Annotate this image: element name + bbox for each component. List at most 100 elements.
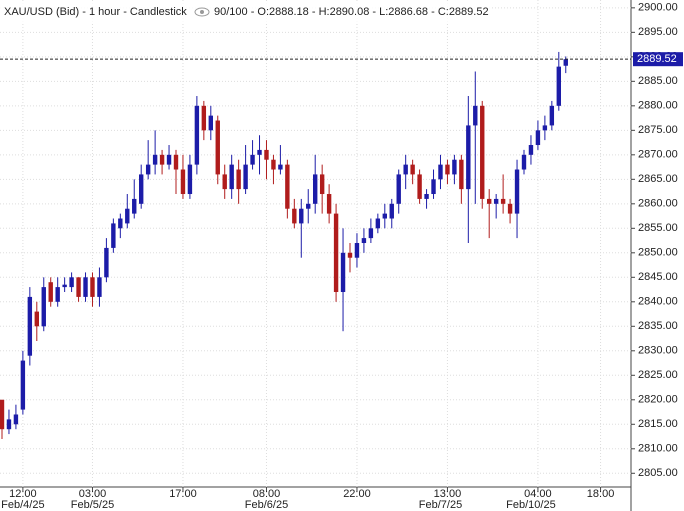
candle-body xyxy=(424,194,429,199)
date-label: Feb/6/25 xyxy=(245,499,288,511)
candle-body xyxy=(563,59,568,66)
candle-body xyxy=(556,66,561,106)
date-label: Feb/7/25 xyxy=(419,499,462,511)
candle-body xyxy=(452,159,457,175)
candle-body xyxy=(480,105,485,199)
x-tick-label: 17:00 xyxy=(169,488,197,500)
candle-body xyxy=(326,194,332,214)
y-tick-label: 2875.00 xyxy=(638,124,678,136)
candle-body xyxy=(132,198,137,214)
candle-body xyxy=(104,247,109,278)
candle-body xyxy=(292,208,297,224)
candle-body xyxy=(389,203,394,219)
candle-body xyxy=(368,228,374,239)
x-tick-label: 12:00 xyxy=(9,488,37,500)
last-price-tag xyxy=(633,52,683,67)
y-tick-label: 2820.00 xyxy=(638,394,678,406)
candle-body xyxy=(473,105,478,126)
candle-body xyxy=(396,174,401,204)
candle-body xyxy=(493,198,499,204)
candle-body xyxy=(236,169,241,190)
candle-body xyxy=(13,414,19,425)
date-label: Feb/4/25 xyxy=(1,499,44,511)
candle-body xyxy=(180,169,186,195)
candle-body xyxy=(354,243,360,258)
y-tick-label: 2855.00 xyxy=(638,222,678,234)
candle-body xyxy=(340,252,346,293)
candle-body xyxy=(152,154,158,165)
candle-body xyxy=(271,159,276,170)
candle-body xyxy=(173,154,179,170)
y-tick-label: 2805.00 xyxy=(638,467,678,479)
y-tick-label: 2885.00 xyxy=(638,75,678,87)
y-tick-label: 2860.00 xyxy=(638,198,678,210)
candle-body xyxy=(375,218,381,229)
candle-body xyxy=(507,203,513,214)
candle-body xyxy=(111,223,116,248)
x-tick-label: 18:00 xyxy=(587,488,615,500)
candle-body xyxy=(313,174,318,204)
candle-body xyxy=(215,120,220,175)
chart-title: XAU/USD (Bid) - 1 hour - Candlestick xyxy=(4,6,187,18)
candle-body xyxy=(208,115,213,131)
candle-body xyxy=(521,154,527,170)
candle-body xyxy=(20,360,26,410)
candle-body xyxy=(69,277,74,288)
candle-body xyxy=(445,164,450,175)
x-tick-label: 22:00 xyxy=(343,488,371,500)
candle-body xyxy=(6,419,12,430)
y-tick-label: 2810.00 xyxy=(638,443,678,455)
candle-body xyxy=(55,287,60,302)
chart-subtitle: 90/100 - O:2888.18 - H:2890.08 - L:2886.… xyxy=(214,6,489,18)
candle-body xyxy=(382,213,387,219)
y-tick-label: 2815.00 xyxy=(638,418,678,430)
candle-body xyxy=(250,154,255,165)
candle-body xyxy=(194,105,200,165)
candle-body xyxy=(500,198,506,204)
candle-body xyxy=(431,179,436,195)
candle-body xyxy=(459,159,464,190)
y-tick-label: 2865.00 xyxy=(638,173,678,185)
candle-body xyxy=(306,203,311,209)
candle-body xyxy=(34,311,39,327)
candle-body xyxy=(549,105,555,126)
candle-body xyxy=(361,238,367,244)
date-label: Feb/5/25 xyxy=(71,499,114,511)
y-tick-label: 2830.00 xyxy=(638,345,678,357)
candle-body xyxy=(466,125,471,190)
candle-body xyxy=(347,252,353,258)
candle-body xyxy=(222,174,227,190)
candle-body xyxy=(166,154,172,165)
last-price-label: 2889.52 xyxy=(637,53,677,65)
y-tick-label: 2870.00 xyxy=(638,149,678,161)
candle-body xyxy=(229,164,234,190)
candle-body xyxy=(299,208,304,224)
candle-body xyxy=(41,287,46,327)
candle-body xyxy=(97,277,102,297)
candle-body xyxy=(257,149,262,155)
visibility-icon[interactable] xyxy=(194,7,210,17)
y-tick-label: 2895.00 xyxy=(638,26,678,38)
candle-body xyxy=(319,174,325,195)
candle-body xyxy=(62,284,67,288)
y-tick-label: 2840.00 xyxy=(638,296,678,308)
y-tick-label: 2900.00 xyxy=(638,2,678,14)
candle-body xyxy=(528,145,534,155)
candle-body xyxy=(125,208,130,224)
y-tick-label: 2880.00 xyxy=(638,100,678,112)
candle-body xyxy=(542,125,548,131)
x-tick-label: 04:00 xyxy=(524,488,552,500)
candle-body xyxy=(48,282,53,302)
candle-body xyxy=(514,169,520,214)
y-tick-label: 2825.00 xyxy=(638,369,678,381)
candle-body xyxy=(487,198,492,204)
candle-body xyxy=(27,296,33,356)
candle-body xyxy=(118,218,123,229)
candle-body xyxy=(0,399,5,430)
candle-body xyxy=(410,164,415,175)
candle-body xyxy=(83,277,88,297)
y-tick-label: 2845.00 xyxy=(638,271,678,283)
candle-body xyxy=(278,164,283,170)
candle-body xyxy=(90,277,95,297)
